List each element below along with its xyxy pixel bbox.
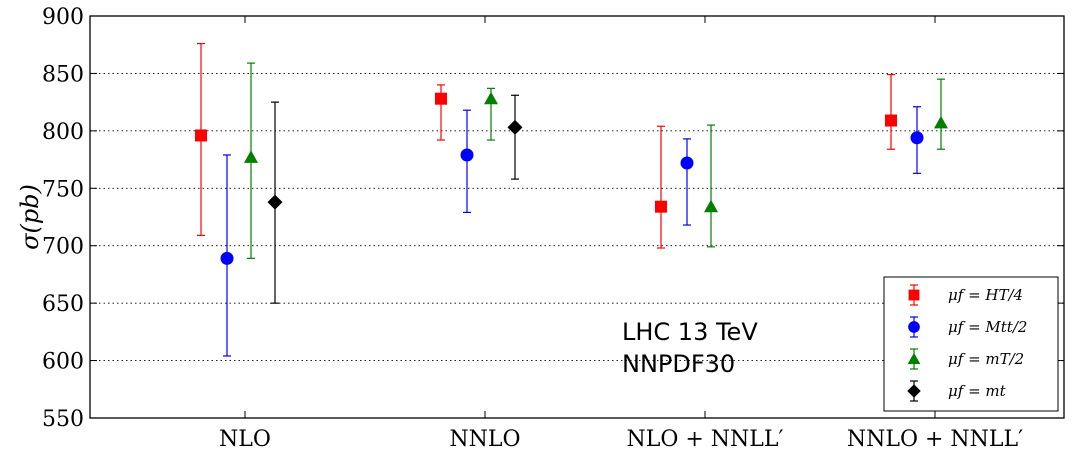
data-point-marker	[484, 91, 498, 105]
data-series	[195, 42, 948, 357]
data-point-marker	[655, 200, 667, 213]
legend-label: μf = mT/2	[948, 350, 1024, 368]
y-tick-label: 850	[42, 62, 84, 87]
data-point-marker	[704, 199, 718, 213]
series-group	[267, 94, 523, 304]
x-category-label: NLO	[219, 427, 271, 452]
data-point-marker	[244, 150, 258, 163]
x-category-label: NNLO + NNLL′	[847, 427, 1023, 452]
x-axis-categories: NLO NNLO NLO + NNLL′ NNLO + NNLL′	[219, 16, 1023, 452]
x-category-label: NNLO	[449, 427, 520, 452]
annotation-line-1: LHC 13 TeV	[622, 318, 758, 346]
legend: μf = HT/4 μf = Mtt/2 μf = mT/2 μf = mt	[883, 276, 1059, 412]
data-point-marker	[435, 92, 447, 105]
legend-label: μf = Mtt/2	[948, 318, 1027, 336]
legend-entry: μf = Mtt/2	[908, 316, 1027, 338]
data-point-marker	[267, 194, 283, 210]
data-point-marker	[908, 321, 920, 333]
y-tick-label: 700	[42, 235, 84, 260]
series-group	[195, 42, 897, 249]
legend-entry: μf = mt	[907, 380, 1007, 402]
y-tick-label: 650	[42, 292, 84, 317]
data-point-marker	[195, 129, 207, 142]
data-point-marker	[507, 119, 523, 135]
y-tick-label: 750	[42, 177, 84, 202]
legend-label: μf = HT/4	[948, 286, 1023, 304]
legend-label: μf = mt	[948, 382, 1007, 400]
data-point-marker	[907, 352, 921, 365]
legend-entry: μf = mT/2	[907, 348, 1024, 370]
series-group	[244, 62, 948, 259]
annotation: LHC 13 TeV NNPDF30	[622, 318, 758, 378]
x-category-label: NLO + NNLL′	[626, 427, 783, 452]
data-point-marker	[220, 251, 234, 265]
series-group	[220, 106, 924, 357]
annotation-line-2: NNPDF30	[622, 350, 735, 378]
y-tick-label: 550	[42, 407, 84, 432]
data-point-marker	[908, 289, 920, 301]
y-tick-label: 800	[42, 120, 84, 145]
data-point-marker	[680, 156, 694, 170]
data-point-marker	[907, 384, 921, 398]
grid-lines	[90, 72, 1064, 362]
data-point-marker	[934, 115, 948, 129]
data-point-marker	[460, 148, 474, 162]
legend-entry: μf = HT/4	[908, 284, 1023, 306]
y-axis-ticks: 550 600 650 700 750 800 850 900	[42, 5, 1064, 432]
y-tick-label: 900	[42, 5, 84, 30]
data-point-marker	[910, 131, 924, 145]
y-axis-label: σ(pb)	[16, 184, 44, 250]
plot-frame	[89, 15, 1065, 419]
data-point-marker	[885, 114, 897, 127]
y-tick-label: 600	[42, 350, 84, 375]
